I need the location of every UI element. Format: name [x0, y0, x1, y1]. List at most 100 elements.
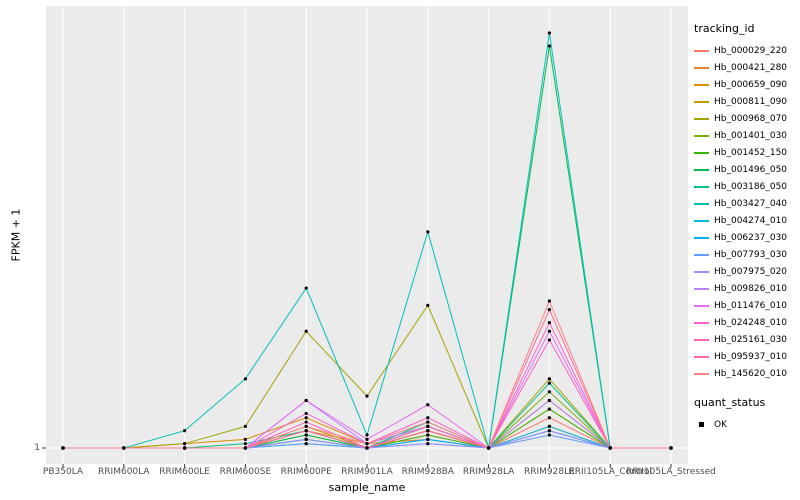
y-tick-label: 1 [34, 443, 40, 453]
x-tick-label: RRIM928LA [462, 467, 515, 477]
legend-label: Hb_000659_090 [714, 79, 788, 90]
data-point [304, 420, 308, 424]
x-tick-label: RRIM901LA [341, 467, 393, 477]
legend-title-tracking-id: tracking_id [694, 22, 755, 35]
legend-item: Hb_011476_010 [694, 297, 800, 314]
x-tick-label: PB350LA [42, 467, 84, 477]
data-point [183, 429, 187, 433]
legend-label: Hb_001496_050 [714, 164, 788, 175]
data-point [547, 44, 552, 48]
data-point [547, 424, 552, 428]
legend: tracking_id Hb_000029_220 Hb_000421_280 Hb… [694, 22, 800, 433]
legend-key-line-icon [694, 338, 709, 341]
data-point [547, 429, 552, 433]
legend-key-line-icon [694, 372, 709, 375]
data-point [487, 446, 491, 450]
data-point [547, 308, 552, 312]
legend-item: Hb_145620_010 [694, 365, 800, 382]
data-point [547, 31, 552, 35]
data-point [304, 437, 308, 441]
legend-key-line-icon [694, 236, 709, 239]
data-point [304, 329, 308, 333]
legend-label: Hb_025161_030 [714, 334, 788, 345]
legend-key-line-icon [694, 355, 709, 358]
legend-item: Hb_000659_090 [694, 76, 800, 93]
legend-label: Hb_000421_280 [714, 62, 788, 73]
legend-item: Hb_003427_040 [694, 195, 800, 212]
data-point [304, 424, 308, 428]
ok-point-swatch-icon [694, 417, 709, 432]
data-point [365, 437, 369, 441]
data-point [426, 433, 430, 437]
data-point [243, 377, 247, 381]
legend-label-ok: OK [714, 419, 727, 430]
data-point [426, 230, 430, 234]
legend-item: Hb_095937_010 [694, 348, 800, 365]
data-point [547, 433, 552, 437]
data-point [426, 416, 430, 420]
data-point [547, 407, 552, 411]
data-point [122, 446, 126, 450]
data-point [426, 424, 430, 428]
data-point [183, 446, 187, 450]
legend-label: Hb_004274_010 [714, 215, 788, 226]
x-tick-label: RRII105LA_Stressed [626, 467, 716, 477]
x-axis-title: sample_name [328, 481, 406, 494]
legend-items: Hb_000029_220 Hb_000421_280 Hb_000659_090 H… [694, 42, 800, 382]
legend-key-line-icon [694, 83, 709, 86]
data-point [426, 403, 430, 407]
legend-item: Hb_000811_090 [694, 93, 800, 110]
legend-key-line-icon [694, 185, 709, 188]
data-point [365, 446, 369, 450]
y-axis-title: FPKM + 1 [9, 208, 23, 262]
legend-item: Hb_000029_220 [694, 42, 800, 59]
legend-item: Hb_024248_010 [694, 314, 800, 331]
data-point [547, 299, 552, 303]
data-point [426, 429, 430, 433]
data-point [608, 446, 612, 450]
legend-item: Hb_007793_030 [694, 246, 800, 263]
legend-key-line-icon [694, 134, 709, 137]
legend-label: Hb_006237_030 [714, 232, 788, 243]
data-point [243, 442, 247, 446]
legend-title-quant-status: quant_status [694, 396, 766, 409]
data-point [547, 338, 552, 342]
data-point [304, 398, 308, 403]
data-point [426, 437, 430, 441]
legend-label: Hb_007975_020 [714, 266, 788, 277]
legend-item: Hb_003186_050 [694, 178, 800, 195]
data-point [304, 411, 308, 416]
x-tick-label: RRIM600LA [98, 467, 150, 477]
data-point [365, 442, 369, 446]
x-tick-label: RRIM928BA [401, 467, 455, 477]
legend-label: Hb_000029_220 [714, 45, 788, 56]
data-point [243, 446, 247, 450]
x-tick-label: RRIM600SE [219, 467, 272, 477]
legend-key-line-icon [694, 49, 709, 52]
legend-key-line-icon [694, 321, 709, 324]
legend-label: Hb_000968_070 [714, 113, 788, 124]
legend-label: Hb_095937_010 [714, 351, 788, 362]
data-point [304, 416, 308, 420]
legend-item: Hb_000421_280 [694, 59, 800, 76]
legend-item: Hb_009826_010 [694, 280, 800, 297]
legend-label: Hb_009826_010 [714, 283, 788, 294]
data-point [365, 433, 369, 437]
data-point [547, 377, 552, 381]
legend-item: Hb_025161_030 [694, 331, 800, 348]
legend-item: Hb_001452_150 [694, 144, 800, 161]
legend-key-line-icon [694, 66, 709, 69]
data-point [243, 424, 247, 428]
legend-key-line-icon [694, 202, 709, 205]
data-point [243, 437, 247, 441]
legend-item-ok: OK [694, 416, 800, 433]
legend-key-line-icon [694, 287, 709, 290]
legend-label: Hb_011476_010 [714, 300, 788, 311]
data-point [547, 381, 552, 385]
legend-key-line-icon [694, 117, 709, 120]
data-point [669, 446, 673, 450]
legend-item: Hb_006237_030 [694, 229, 800, 246]
legend-key-line-icon [694, 219, 709, 222]
data-point [304, 442, 308, 446]
